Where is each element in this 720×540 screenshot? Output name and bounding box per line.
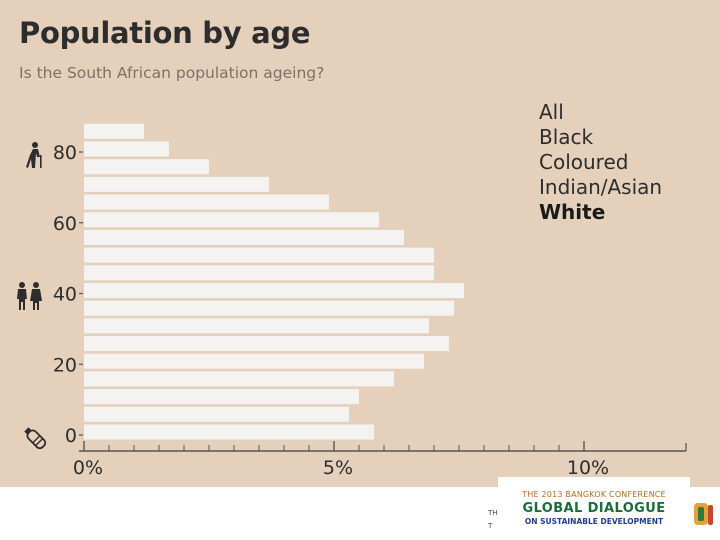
bar-age-35 [84,300,454,316]
bar-age-75 [84,159,209,175]
chart-title: Population by age [19,16,311,50]
y-tick-label: 0 [65,425,77,447]
x-tick-label: 0% [73,457,103,479]
legend-item-all[interactable]: All [539,100,564,124]
legend-item-indian-asian[interactable]: Indian/Asian [539,175,663,199]
adults-icon [17,282,42,310]
bar-age-25 [84,336,449,352]
logo-line-1: THE 2013 BANGKOK CONFERENCE [522,490,666,499]
bar-age-85 [84,123,144,139]
bar-age-5 [84,406,349,422]
legend-item-black[interactable]: Black [539,125,594,149]
y-tick-label: 80 [53,142,77,164]
bar-age-15 [84,371,394,387]
bar-age-10 [84,389,359,405]
bar-age-30 [84,318,429,334]
baby-bottle-icon [24,427,47,450]
elderly-person-icon [26,142,42,168]
y-tick-label: 20 [53,354,77,376]
legend-item-white[interactable]: White [539,200,606,224]
logo-line-2: GLOBAL DIALOGUE [522,501,666,516]
x-tick-label: 5% [323,457,353,479]
bar-age-20 [84,353,424,369]
bar-age-70 [84,176,269,192]
bar-age-80 [84,141,169,157]
bar-age-40 [84,283,464,298]
footer-line-1: TH [488,509,498,517]
x-tick-label: 10% [567,457,609,479]
bar-age-0 [84,424,374,440]
bar-age-65 [84,194,329,210]
footer-text: TH T [488,507,498,533]
emblem-icon [694,503,713,525]
legend: All Black Coloured Indian/Asian White [539,100,662,225]
population-chart: 0% 5% 10% 0 20 40 60 80 [17,123,687,479]
y-tick-label: 40 [53,284,77,306]
logo-line-3: ON SUSTAINABLE DEVELOPMENT [524,517,664,526]
chart-subtitle: Is the South African population ageing? [19,64,325,82]
conference-logo: THE 2013 BANGKOK CONFERENCE GLOBAL DIALO… [498,477,690,532]
footer-line-2: T [488,522,493,530]
legend-item-coloured[interactable]: Coloured [539,150,629,174]
bar-age-45 [84,265,434,281]
bar-age-60 [84,212,379,228]
y-tick-label: 60 [53,213,77,235]
bar-age-55 [84,229,404,245]
bar-age-50 [84,247,434,263]
